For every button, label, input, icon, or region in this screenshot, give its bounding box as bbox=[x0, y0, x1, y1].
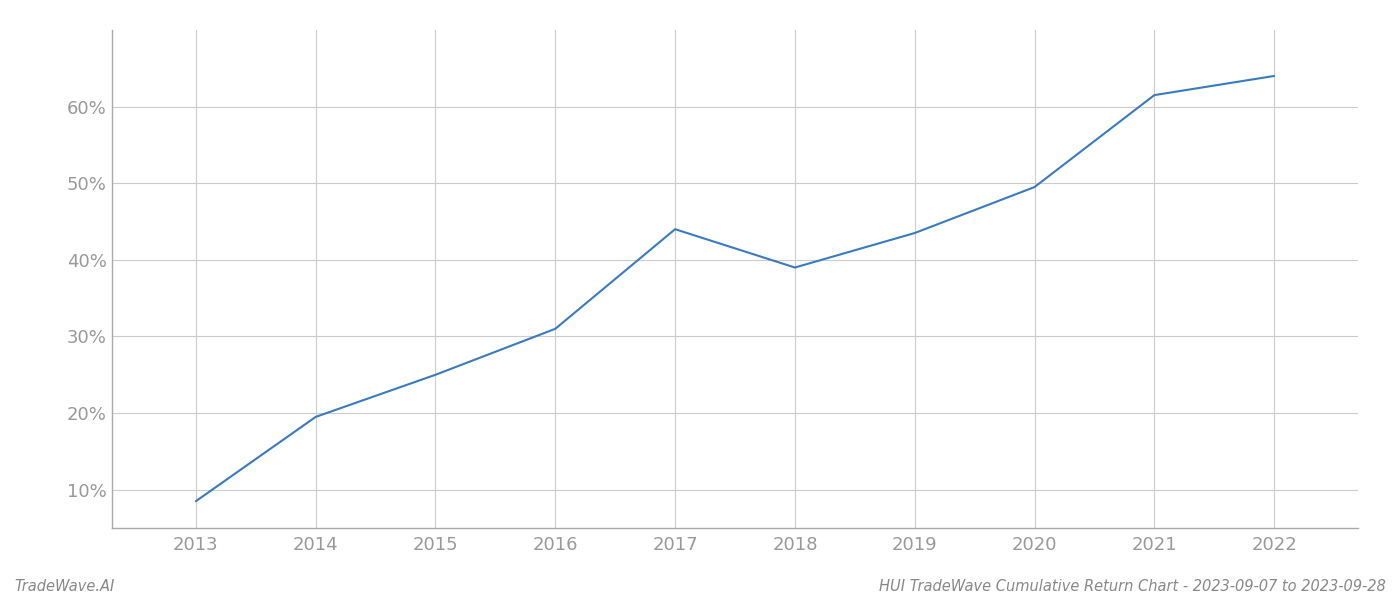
Text: TradeWave.AI: TradeWave.AI bbox=[14, 579, 115, 594]
Text: HUI TradeWave Cumulative Return Chart - 2023-09-07 to 2023-09-28: HUI TradeWave Cumulative Return Chart - … bbox=[879, 579, 1386, 594]
